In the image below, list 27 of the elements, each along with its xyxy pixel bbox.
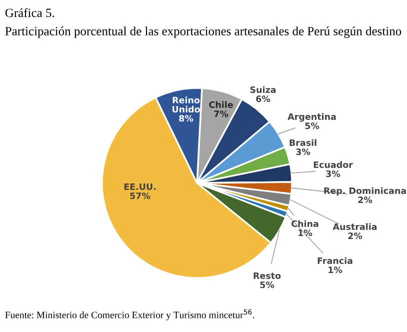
- data-label: 2%: [348, 232, 362, 240]
- slice-label: Argentina: [288, 113, 336, 122]
- data-label: 6%: [256, 95, 270, 102]
- slice-label: Chile: [209, 101, 233, 108]
- slice-label: EE.UU.: [124, 183, 156, 190]
- data-label: 5%: [305, 122, 320, 130]
- chart-title: Gráfica 5.: [5, 8, 54, 18]
- slice-label: Reino Unido: [172, 96, 200, 113]
- slice-label: Ecuador: [314, 161, 353, 168]
- data-label: 8%: [179, 115, 194, 122]
- data-label: 1%: [328, 266, 342, 274]
- slice-label: Australia: [332, 223, 377, 230]
- slice-label: Suiza: [250, 86, 276, 93]
- chart-subtitle: Participación porcentual de las exportaciones artesanales de Perú según destino: [5, 26, 402, 38]
- slice-label: Brasil: [290, 139, 316, 146]
- source-note: Fuente: Ministerio de Comercio Exterior y Turismo mincetur$^{56}$.: [5, 309, 254, 320]
- data-label: 2%: [358, 196, 372, 204]
- slice-label: Resto: [254, 272, 281, 279]
- data-label: 1%: [298, 229, 312, 236]
- data-label: 5%: [260, 281, 274, 288]
- data-label: 7%: [214, 110, 228, 118]
- data-label: 57%: [130, 192, 150, 200]
- data-label: 3%: [326, 170, 340, 178]
- data-label: 3%: [296, 148, 310, 156]
- slice-label: Rep. Dominicana: [324, 187, 406, 196]
- slice-label: China: [292, 220, 318, 227]
- slice-label: Francia: [318, 257, 352, 264]
